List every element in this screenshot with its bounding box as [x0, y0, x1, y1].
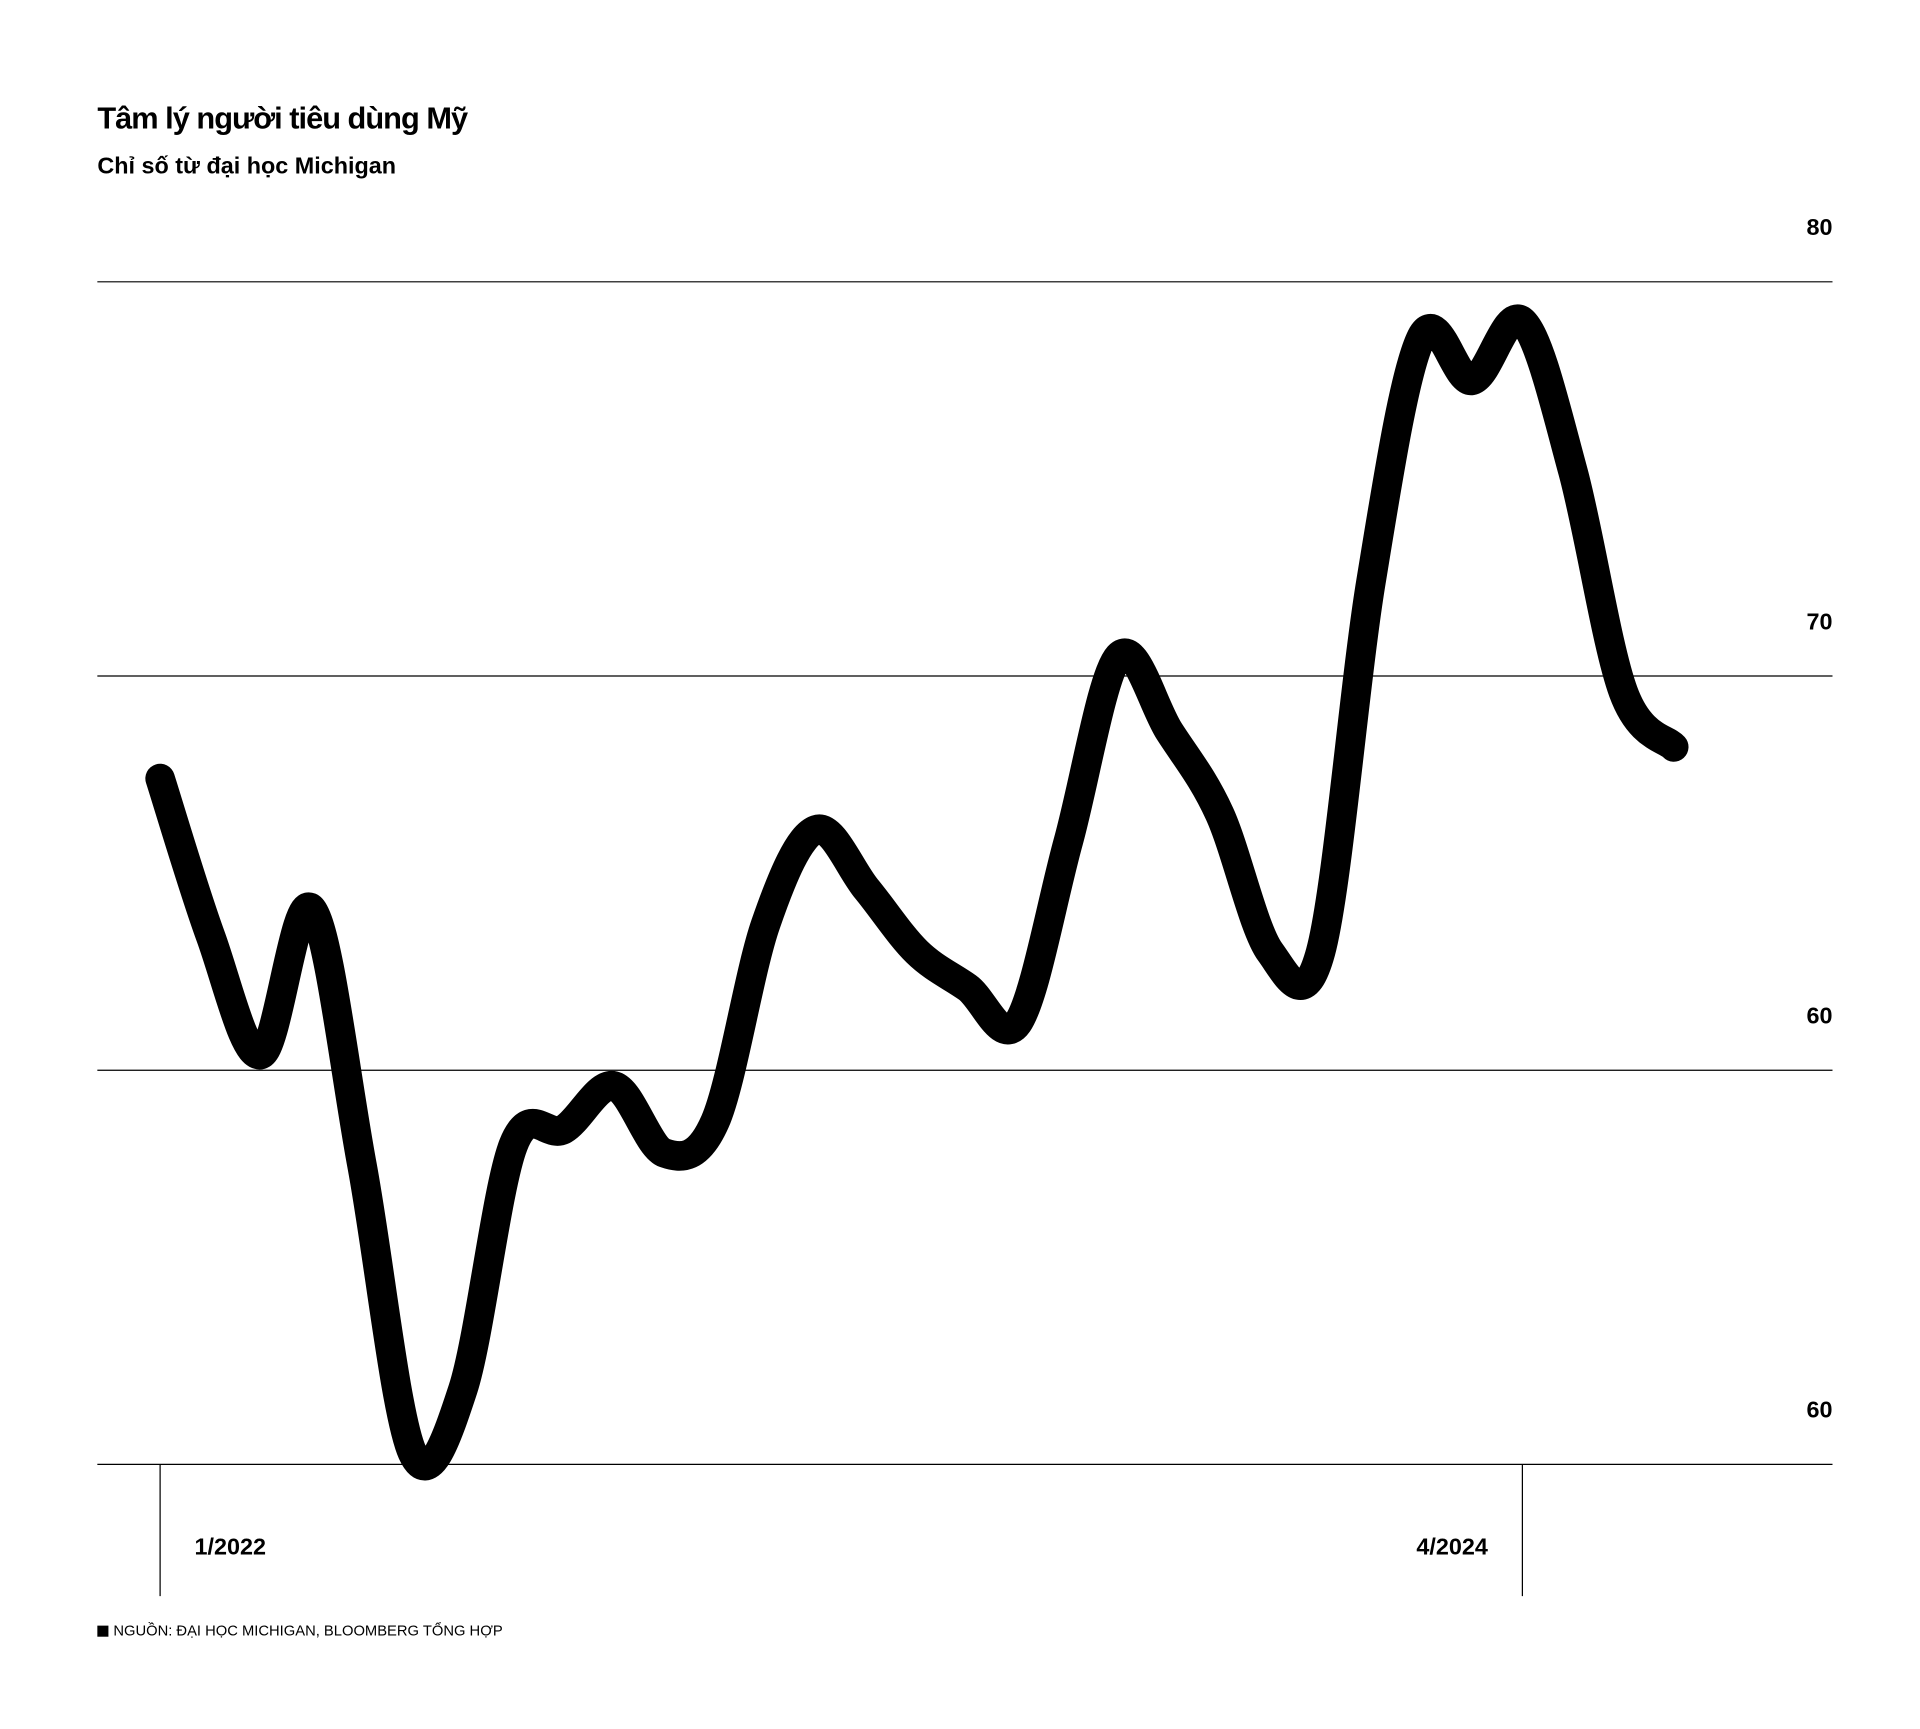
x-tick-label: 1/2022 — [195, 1533, 267, 1559]
data-line — [145, 304, 1689, 1481]
x-tick-label: 4/2024 — [1416, 1533, 1488, 1559]
y-tick-label: 80 — [1806, 214, 1832, 240]
source-marker — [97, 1625, 109, 1637]
chart-subtitle: Chỉ số từ đại học Michigan — [97, 153, 396, 179]
y-tick-label: 60 — [1806, 1397, 1832, 1423]
source-note: NGUỒN: ĐẠI HỌC MICHIGAN, BLOOMBERG TỔNG … — [113, 1622, 503, 1640]
y-tick-label: 70 — [1806, 608, 1832, 634]
chart-title: Tâm lý người tiêu dùng Mỹ — [97, 101, 468, 136]
y-tick-label: 60 — [1806, 1002, 1832, 1028]
